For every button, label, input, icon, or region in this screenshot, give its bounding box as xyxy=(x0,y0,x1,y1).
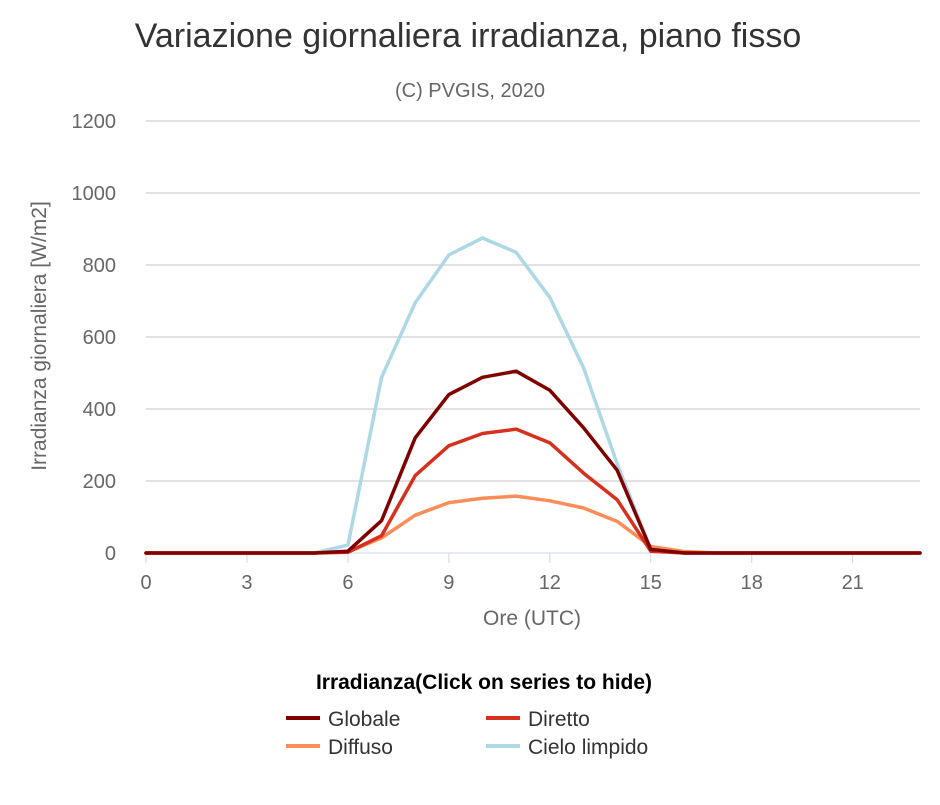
x-tick-label: 18 xyxy=(741,572,763,594)
legend-item-diffuso[interactable]: Diffuso xyxy=(286,736,393,759)
series-lines xyxy=(144,236,922,555)
legend-title: Irradianza(Click on series to hide) xyxy=(316,671,652,694)
series-line-cielo-limpido[interactable] xyxy=(144,236,922,555)
series-line-diretto[interactable] xyxy=(144,427,922,555)
x-tick-label: 3 xyxy=(241,572,252,594)
y-tick-label: 200 xyxy=(83,471,116,493)
chart-subtitle: (C) PVGIS, 2020 xyxy=(395,80,545,102)
x-axis-ticks: 0 3 6 9 12 15 18 21 xyxy=(140,553,864,594)
x-tick-label: 0 xyxy=(140,572,151,594)
legend-label: Diffuso xyxy=(328,736,393,759)
legend-label: Cielo limpido xyxy=(528,736,648,759)
x-tick-label: 15 xyxy=(640,572,662,594)
series-line-globale[interactable] xyxy=(144,369,922,555)
x-tick-label: 9 xyxy=(443,572,454,594)
y-axis-ticks: 0 200 400 600 800 1000 1200 xyxy=(72,111,117,565)
chart-title: Variazione giornaliera irradianza, piano… xyxy=(135,17,802,55)
legend-label: Diretto xyxy=(528,708,590,731)
legend-item-globale[interactable]: Globale xyxy=(286,708,400,731)
x-axis-label: Ore (UTC) xyxy=(483,607,581,630)
x-tick-label: 12 xyxy=(539,572,561,594)
y-tick-label: 800 xyxy=(83,255,116,277)
legend-item-cielo-limpido[interactable]: Cielo limpido xyxy=(486,736,648,759)
legend-item-diretto[interactable]: Diretto xyxy=(486,708,590,731)
y-axis-label: Irradianza giornaliera [W/m2] xyxy=(28,201,51,471)
legend: Globale Diretto Diffuso Cielo limpido xyxy=(286,708,648,759)
y-tick-label: 600 xyxy=(83,327,116,349)
series-line-diffuso[interactable] xyxy=(144,494,922,555)
y-tick-label: 1200 xyxy=(72,111,117,133)
y-tick-label: 1000 xyxy=(72,183,117,205)
y-tick-label: 400 xyxy=(83,399,116,421)
legend-label: Globale xyxy=(328,708,400,731)
y-tick-label: 0 xyxy=(105,543,116,565)
grid-lines xyxy=(146,120,920,482)
x-tick-label: 6 xyxy=(342,572,353,594)
x-tick-label: 21 xyxy=(842,572,864,594)
